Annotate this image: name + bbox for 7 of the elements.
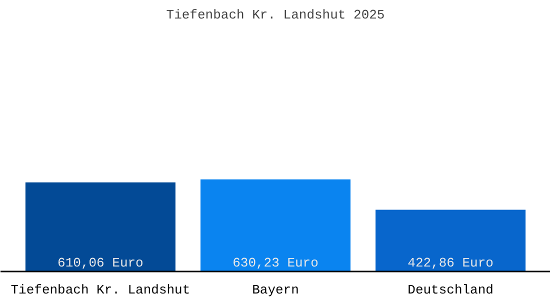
data-label: 610,06 Euro bbox=[58, 256, 144, 270]
data-label: 422,86 Euro bbox=[408, 256, 494, 270]
x-tick-label: Tiefenbach Kr. Landshut bbox=[10, 282, 190, 298]
x-tick-label: Deutschland bbox=[408, 282, 494, 298]
chart-title: Tiefenbach Kr. Landshut 2025 bbox=[166, 8, 385, 22]
x-tick-label: Bayern bbox=[252, 282, 299, 298]
data-label: 630,23 Euro bbox=[232, 256, 318, 270]
